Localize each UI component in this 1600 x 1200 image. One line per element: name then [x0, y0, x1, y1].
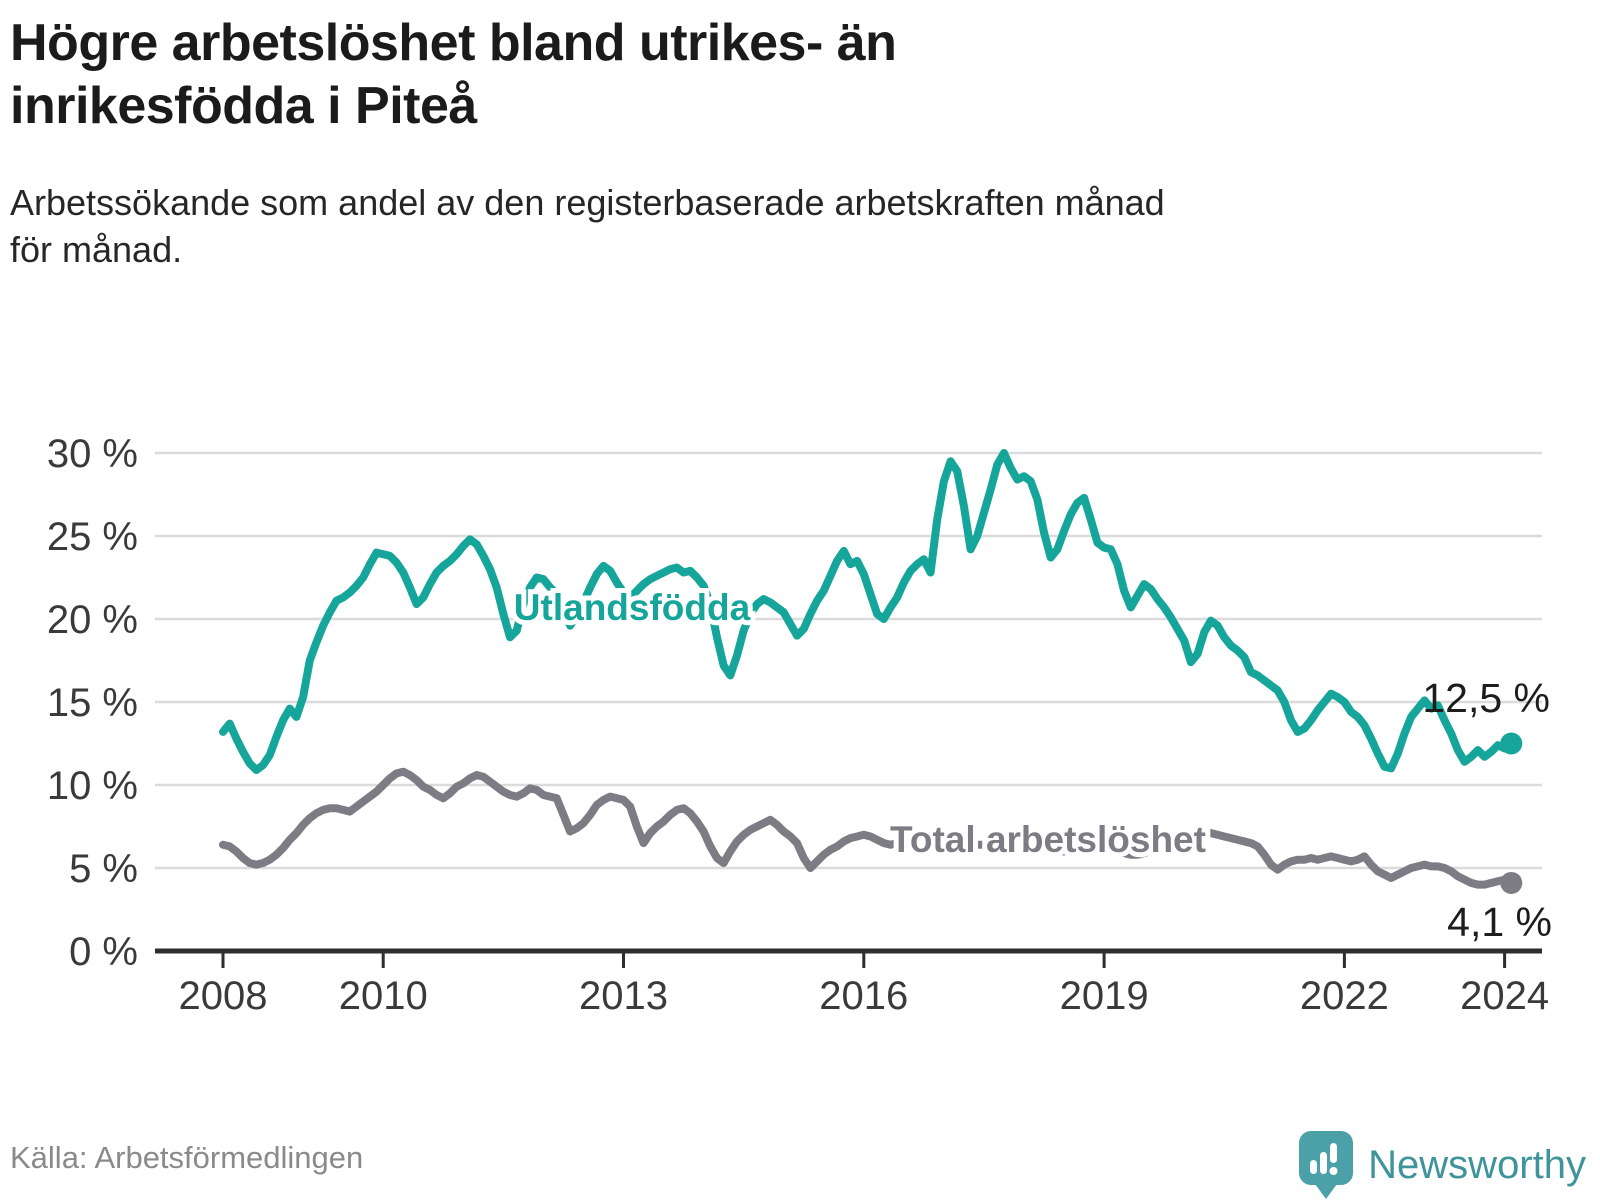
- y-tick-label: 15 %: [47, 681, 138, 725]
- y-tick-label: 25 %: [47, 515, 138, 559]
- series-line-utlandsfodda: [219, 449, 1516, 775]
- series-label-total-arbetsloshet: Total arbetslöshet: [890, 819, 1206, 860]
- newsworthy-logo-icon: [1299, 1131, 1354, 1199]
- x-tick-label: 2013: [579, 974, 668, 1018]
- chart-subtitle: Arbetssökande som andel av den registerb…: [10, 179, 1590, 274]
- chart-title: Högre arbetslöshet bland utrikes- än inr…: [10, 12, 1590, 139]
- y-tick-label: 10 %: [47, 764, 138, 808]
- x-tick-label: 2019: [1060, 974, 1149, 1018]
- x-tick-label: 2024: [1460, 974, 1549, 1018]
- series-end-dot-total-arbetsloshet: [1500, 871, 1523, 894]
- brand-name: Newsworthy: [1368, 1142, 1586, 1187]
- chart-title-line1: Högre arbetslöshet bland utrikes- än: [10, 14, 897, 72]
- end-value-label-total-arbetsloshet: 4,1 %: [1447, 899, 1552, 945]
- y-tick-label: 20 %: [47, 598, 138, 642]
- series-label-utlandsfodda: Utlandsfödda: [514, 587, 751, 628]
- y-tick-label: 0 %: [69, 930, 138, 974]
- chart-subtitle-line1: Arbetssökande som andel av den registerb…: [10, 181, 1165, 223]
- header: Högre arbetslöshet bland utrikes- än inr…: [10, 12, 1590, 274]
- series-end-dot-utlandsfodda: [1500, 732, 1523, 755]
- brand-lockup: Newsworthy: [1298, 1130, 1586, 1200]
- y-tick-label: 30 %: [47, 432, 138, 476]
- y-tick-label: 5 %: [69, 847, 138, 891]
- series-line-total-arbetsloshet: [219, 767, 1516, 889]
- end-value-label-utlandsfodda: 12,5 %: [1422, 675, 1550, 721]
- source-note: Källa: Arbetsförmedlingen: [10, 1140, 364, 1175]
- x-tick-label: 2008: [179, 974, 268, 1018]
- x-tick-label: 2016: [819, 974, 908, 1018]
- x-tick-label: 2010: [339, 974, 428, 1018]
- chart-title-line2: inrikesfödda i Piteå: [10, 77, 477, 136]
- chart-subtitle-line2: för månad.: [10, 229, 183, 271]
- x-tick-label: 2022: [1300, 974, 1389, 1018]
